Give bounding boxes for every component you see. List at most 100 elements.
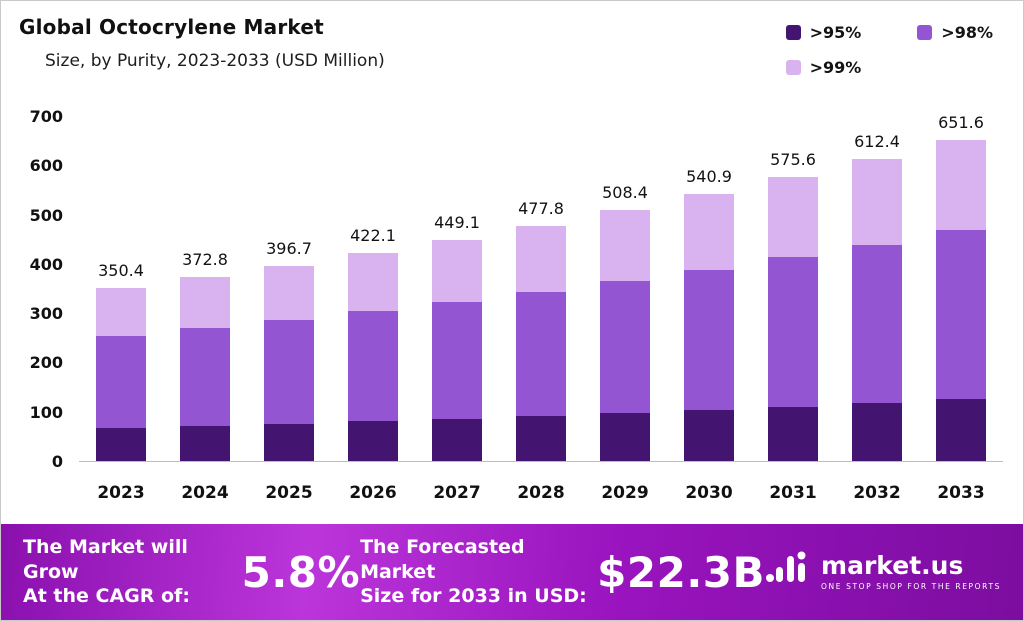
- stacked-bar: [180, 277, 230, 461]
- bar-segment: [768, 406, 818, 461]
- bar-group: 540.9 2030: [667, 117, 751, 503]
- bar-total-label: 396.7: [266, 238, 312, 258]
- bar-total-label: 575.6: [770, 150, 816, 170]
- bar-segment: [348, 421, 398, 461]
- bar-total-label: 422.1: [350, 225, 396, 245]
- cagr-label-line2: At the CAGR of:: [23, 585, 190, 608]
- legend-swatch: [785, 25, 801, 40]
- bar-segment: [852, 244, 902, 404]
- x-tick-label: 2031: [769, 483, 817, 503]
- brand-text: market.us ONE STOP SHOP FOR THE REPORTS: [821, 553, 1001, 591]
- bar-segment: [684, 269, 734, 411]
- brand-tagline: ONE STOP SHOP FOR THE REPORTS: [821, 582, 1001, 591]
- stacked-bar: [600, 210, 650, 461]
- bar-segment: [600, 281, 650, 414]
- bar-group: 477.8 2028: [499, 117, 583, 503]
- bar-segment: [96, 288, 146, 337]
- forecast-label-line1: The Forecasted Market: [360, 535, 525, 583]
- plot-area: 0 100 200 300 400 500 600 700 350.4 2023 372.8 202…: [19, 108, 1003, 503]
- bar-segment: [852, 403, 902, 461]
- legend-label: >99%: [809, 58, 862, 77]
- y-tick-label: 0: [51, 452, 63, 471]
- bar-segment: [600, 210, 650, 282]
- brand-name: market.us: [821, 551, 964, 580]
- bar-segment: [600, 413, 650, 461]
- chart-header: Global Octocrylene Market Size, by Purit…: [19, 15, 1003, 77]
- bar-segment: [936, 399, 986, 461]
- bar-segment: [684, 194, 734, 270]
- bar-total-label: 612.4: [854, 132, 900, 152]
- stacked-bar: [264, 265, 314, 461]
- cagr-value: 5.8%: [241, 547, 361, 597]
- legend-label: >95%: [809, 23, 862, 42]
- bar-segment: [348, 252, 398, 312]
- y-tick-label: 500: [29, 205, 63, 225]
- bar-segment: [264, 265, 314, 321]
- bar-segment: [432, 301, 482, 419]
- chart: Global Octocrylene Market Size, by Purit…: [1, 1, 1023, 503]
- bar-segment: [180, 328, 230, 426]
- y-tick-label: 600: [29, 156, 63, 176]
- bar-segment: [348, 311, 398, 422]
- x-tick-label: 2024: [181, 483, 229, 503]
- x-tick-label: 2025: [265, 483, 313, 503]
- bar-segment: [432, 239, 482, 302]
- plot-bars: 350.4 2023 372.8 2024 396.7 2025 422.1 2026 449.…: [79, 113, 1003, 503]
- forecast-label-line2: Size for 2033 in USD:: [360, 585, 587, 608]
- bar-segment: [264, 320, 314, 424]
- y-axis: 0 100 200 300 400 500 600 700: [19, 108, 79, 471]
- bar-segment: [852, 159, 902, 245]
- stacked-bar: [768, 177, 818, 461]
- bar-total-label: 540.9: [686, 167, 732, 187]
- bar-total-label: 350.4: [98, 261, 144, 281]
- legend: >95% >98% >99%: [785, 23, 993, 77]
- chart-subtitle: Size, by Purity, 2023-2033 (USD Million): [45, 51, 385, 71]
- x-tick-label: 2023: [97, 483, 145, 503]
- bar-group: 372.8 2024: [163, 117, 247, 503]
- bar-segment: [180, 425, 230, 461]
- x-tick-label: 2030: [685, 483, 733, 503]
- cagr-label: The Market will Grow At the CAGR of:: [23, 535, 242, 609]
- bar-segment: [516, 416, 566, 461]
- stacked-bar: [96, 288, 146, 461]
- legend-swatch: [917, 25, 933, 40]
- bar-group: 449.1 2027: [415, 117, 499, 503]
- legend-swatch: [785, 60, 801, 75]
- bar-segment: [96, 336, 146, 428]
- legend-item: >95%: [785, 23, 862, 42]
- y-tick-label: 700: [29, 107, 63, 126]
- x-tick-label: 2032: [853, 483, 901, 503]
- cagr-label-line1: The Market will Grow: [23, 535, 188, 583]
- bar-segment: [96, 427, 146, 461]
- bar-segment: [180, 277, 230, 329]
- y-tick-label: 400: [29, 254, 63, 274]
- stacked-bar: [684, 194, 734, 461]
- bar-group: 575.6 2031: [751, 117, 835, 503]
- stacked-bar: [516, 225, 566, 461]
- brand: market.us ONE STOP SHOP FOR THE REPORTS: [765, 551, 1001, 593]
- x-tick-label: 2027: [433, 483, 481, 503]
- bar-segment: [936, 230, 986, 400]
- bar-segment: [432, 418, 482, 461]
- bar-group: 651.6 2033: [919, 113, 1003, 503]
- x-tick-label: 2026: [349, 483, 397, 503]
- x-tick-label: 2033: [937, 483, 985, 503]
- bar-group: 508.4 2029: [583, 117, 667, 503]
- bar-total-label: 477.8: [518, 198, 564, 218]
- bar-total-label: 449.1: [434, 212, 480, 232]
- forecast-label: The Forecasted Market Size for 2033 in U…: [360, 535, 597, 609]
- bar-segment: [264, 423, 314, 461]
- y-tick-label: 100: [29, 402, 63, 422]
- bar-total-label: 372.8: [182, 250, 228, 270]
- stacked-bar: [852, 159, 902, 461]
- bar-segment: [684, 410, 734, 461]
- y-tick-label: 200: [29, 353, 63, 373]
- bar-group: 422.1 2026: [331, 117, 415, 503]
- chart-titles: Global Octocrylene Market Size, by Purit…: [19, 15, 385, 71]
- banner: The Market will Grow At the CAGR of: 5.8…: [1, 524, 1023, 620]
- bar-group: 612.4 2032: [835, 117, 919, 503]
- bar-segment: [516, 225, 566, 292]
- legend-label: >98%: [941, 23, 993, 42]
- bar-segment: [936, 139, 986, 231]
